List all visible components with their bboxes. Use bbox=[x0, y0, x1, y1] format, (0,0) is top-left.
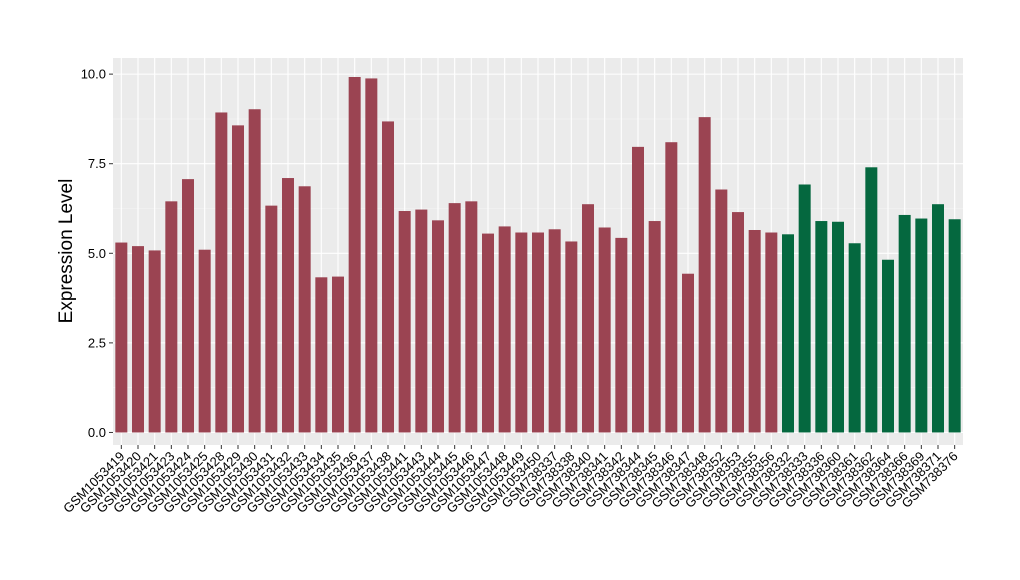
bar-GSM738346 bbox=[665, 142, 678, 433]
bar-GSM738337 bbox=[548, 229, 561, 433]
bar-GSM1053445 bbox=[448, 203, 461, 433]
bar-GSM1053434 bbox=[315, 277, 328, 433]
bar-GSM738342 bbox=[615, 237, 628, 433]
bar-GSM1053446 bbox=[465, 201, 478, 433]
bar-GSM738333 bbox=[798, 184, 811, 433]
bar-GSM738344 bbox=[632, 146, 644, 433]
bar-GSM738364 bbox=[882, 259, 894, 433]
bar-GSM738360 bbox=[832, 221, 844, 433]
y-axis-title: Expression Level bbox=[56, 179, 77, 324]
bar-GSM738362 bbox=[865, 167, 878, 433]
bar-GSM1053431 bbox=[265, 205, 278, 433]
bar-GSM738345 bbox=[648, 221, 661, 433]
bar-GSM1053448 bbox=[498, 226, 511, 433]
y-axis: 0.0 2.5 5.0 7.5 10.0 bbox=[81, 67, 113, 440]
bar-GSM738361 bbox=[848, 243, 861, 433]
bar-GSM738355 bbox=[748, 230, 761, 433]
y-tick-label: 5.0 bbox=[88, 246, 106, 261]
bar-GSM738369 bbox=[915, 218, 928, 433]
y-tick-label: 0.0 bbox=[88, 425, 106, 440]
bar-GSM1053421 bbox=[148, 250, 161, 433]
y-tick-label: 7.5 bbox=[88, 156, 106, 171]
bar-GSM738376 bbox=[948, 219, 961, 433]
bar-GSM1053432 bbox=[282, 178, 294, 433]
bar-GSM1053423 bbox=[165, 201, 178, 433]
bar-GSM1053444 bbox=[432, 220, 444, 433]
bar-GSM738332 bbox=[782, 234, 794, 433]
bar-GSM1053429 bbox=[232, 125, 244, 433]
bar-GSM738347 bbox=[682, 273, 694, 433]
bar-GSM1053438 bbox=[382, 121, 394, 433]
bar-GSM1053420 bbox=[132, 246, 144, 433]
bar-GSM1053433 bbox=[298, 186, 311, 433]
bar-GSM738356 bbox=[765, 232, 778, 433]
bar-GSM738348 bbox=[698, 117, 711, 433]
bar-GSM1053441 bbox=[398, 211, 411, 433]
bar-GSM1053449 bbox=[515, 232, 528, 433]
bar-GSM1053443 bbox=[415, 209, 428, 433]
bar-GSM1053430 bbox=[248, 109, 261, 433]
bar-GSM738341 bbox=[598, 227, 611, 433]
bar-GSM738338 bbox=[565, 241, 578, 433]
bar-GSM1053436 bbox=[348, 76, 361, 433]
bar-GSM1053425 bbox=[198, 249, 211, 433]
bar-GSM1053428 bbox=[215, 112, 228, 433]
bar-GSM1053447 bbox=[482, 233, 494, 433]
bar-GSM1053419 bbox=[115, 242, 128, 433]
bar-GSM738353 bbox=[732, 212, 744, 433]
bar-GSM1053424 bbox=[182, 179, 194, 433]
bar-GSM1053435 bbox=[332, 276, 344, 433]
bar-GSM738340 bbox=[582, 204, 594, 433]
bar-GSM738371 bbox=[932, 204, 944, 433]
bar-GSM1053437 bbox=[365, 78, 378, 433]
bar-GSM738352 bbox=[715, 189, 728, 433]
y-tick-label: 2.5 bbox=[88, 335, 106, 350]
bar-GSM738336 bbox=[815, 221, 828, 433]
bars bbox=[115, 76, 961, 433]
y-tick-label: 10.0 bbox=[81, 67, 106, 82]
bar-GSM738366 bbox=[898, 214, 911, 433]
bar-GSM1053450 bbox=[532, 232, 544, 433]
x-axis: GSM1053419GSM1053420GSM1053421GSM1053423… bbox=[60, 445, 961, 516]
